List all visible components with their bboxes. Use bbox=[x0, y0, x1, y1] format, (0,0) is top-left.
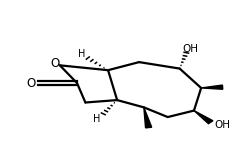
Polygon shape bbox=[144, 107, 152, 128]
Text: H: H bbox=[78, 49, 85, 59]
Text: O: O bbox=[50, 57, 59, 70]
Text: OH: OH bbox=[182, 44, 198, 54]
Text: OH: OH bbox=[214, 120, 230, 130]
Text: H: H bbox=[93, 114, 100, 124]
Text: O: O bbox=[27, 77, 36, 90]
Polygon shape bbox=[201, 85, 223, 89]
Polygon shape bbox=[194, 111, 213, 124]
